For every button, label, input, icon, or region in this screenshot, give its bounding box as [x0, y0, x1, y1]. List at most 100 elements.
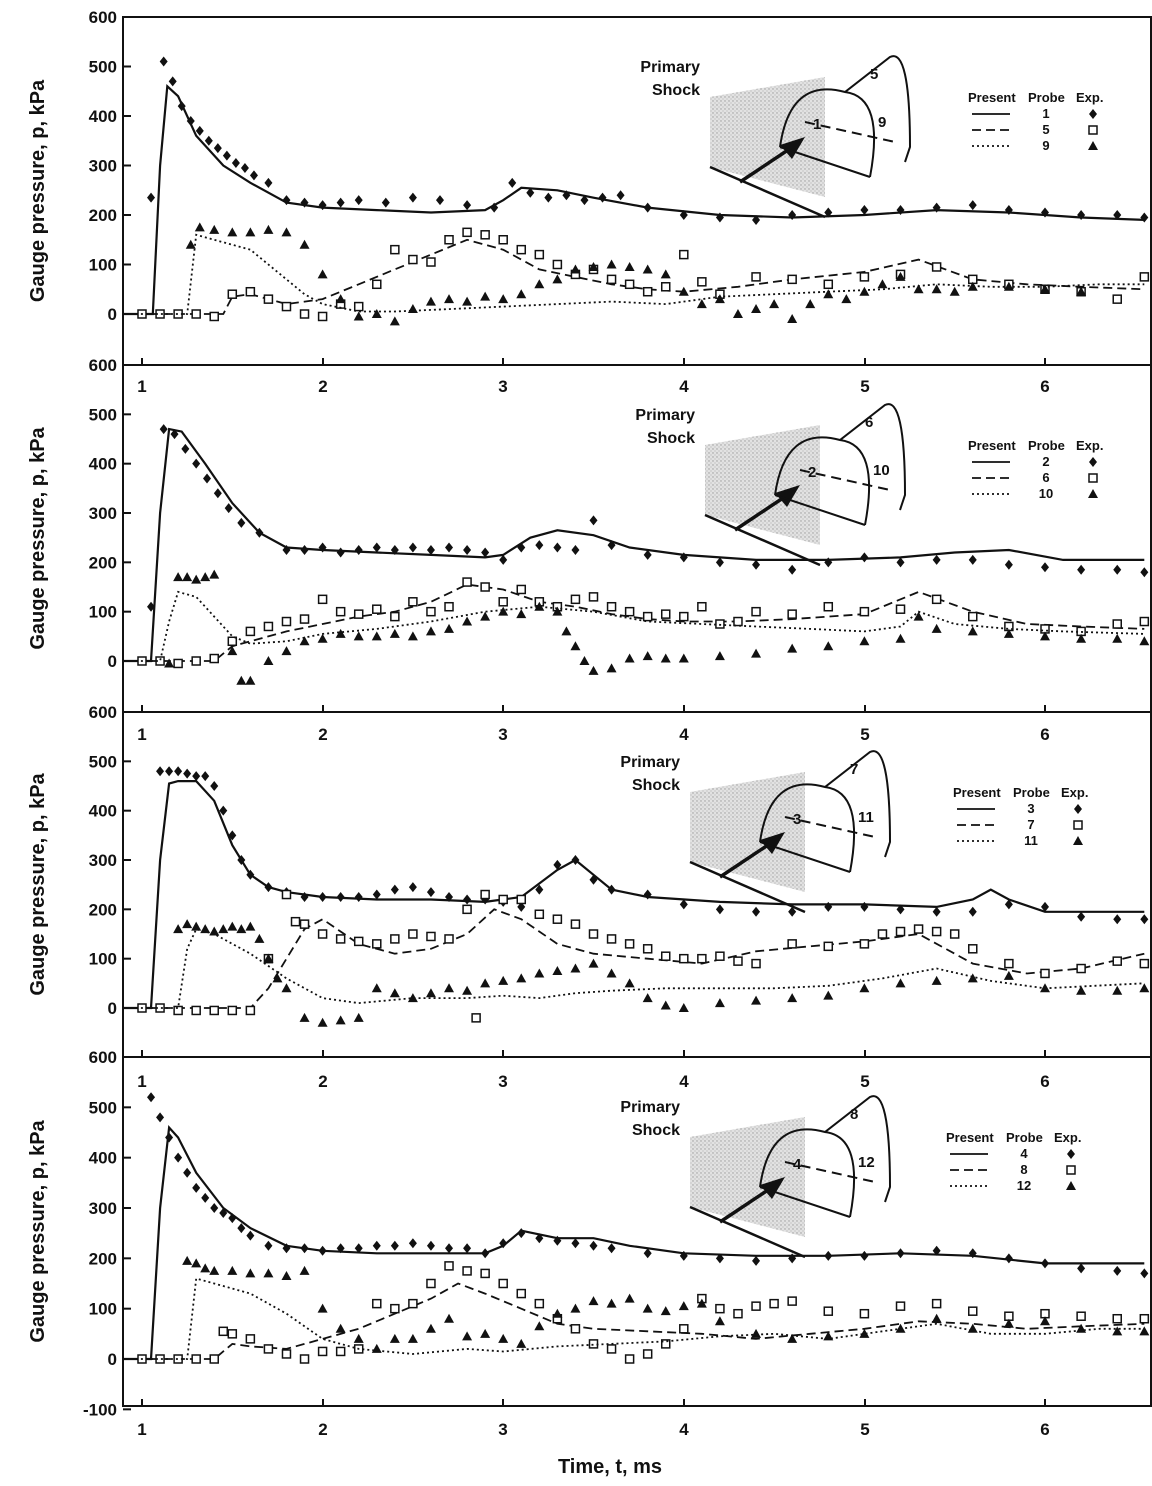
y-tick-label: 500	[89, 58, 117, 77]
exp-point-probe-9	[389, 316, 400, 326]
exp-point-probe-3	[237, 855, 246, 865]
legend-probe: 3	[1027, 801, 1034, 816]
exp-point-probe-8	[480, 1268, 490, 1279]
exp-point-probe-11	[967, 973, 978, 983]
exp-point-probe-4	[174, 1152, 183, 1163]
exp-point-probe-5	[552, 259, 563, 270]
structure-front-arc	[844, 91, 876, 178]
exp-point-probe-4	[210, 1203, 219, 1213]
exp-point-probe-4	[679, 1250, 688, 1261]
exp-point-probe-11	[1040, 983, 1050, 993]
exp-point-probe-9	[353, 311, 364, 321]
exp-point-probe-2	[571, 545, 580, 555]
exp-point-probe-4	[553, 1235, 562, 1246]
x-tick-label: 5	[860, 377, 869, 396]
exp-point-probe-10	[444, 623, 455, 633]
exp-point-probe-3	[860, 901, 869, 912]
exp-point-probe-11	[823, 990, 834, 1000]
exp-point-probe-9	[185, 239, 196, 249]
exp-point-probe-3	[264, 882, 273, 893]
exp-point-probe-3	[535, 884, 544, 895]
exp-point-probe-3	[165, 766, 174, 777]
exp-point-probe-2	[1041, 562, 1049, 573]
exp-point-probe-10	[498, 606, 509, 616]
primary-shock-region	[690, 1117, 805, 1237]
exp-point-probe-11	[931, 975, 942, 985]
x-axis-title: Time, t, ms	[558, 1456, 662, 1478]
x-tick-label: 4	[679, 725, 689, 744]
legend-probe: 5	[1042, 122, 1049, 137]
exp-point-probe-4	[1140, 1268, 1149, 1279]
x-tick-label: 3	[498, 1420, 507, 1439]
exp-point-probe-2	[752, 559, 761, 570]
exp-point-probe-3	[408, 882, 417, 893]
exp-point-probe-12	[245, 1268, 256, 1278]
exp-point-probe-1	[1140, 212, 1149, 223]
exp-point-probe-9	[606, 259, 617, 269]
exp-point-probe-10	[164, 658, 175, 668]
exp-point-probe-9	[787, 313, 798, 323]
exp-point-probe-1	[1041, 207, 1049, 218]
inset-label-primary: Primary	[620, 1099, 680, 1116]
exp-point-probe-3	[932, 906, 941, 917]
exp-point-probe-6	[317, 594, 328, 605]
exp-point-probe-10	[787, 643, 798, 653]
exp-point-probe-12	[678, 1301, 689, 1311]
exp-point-probe-10	[624, 653, 635, 663]
exp-point-probe-9	[245, 227, 256, 237]
exp-point-probe-7	[245, 1005, 256, 1016]
y-tick-label: 600	[89, 8, 117, 27]
exp-point-probe-5	[624, 279, 635, 290]
exp-point-probe-5	[1112, 294, 1122, 304]
legend-header: Exp.	[1076, 438, 1103, 453]
exp-point-probe-3	[156, 766, 165, 777]
exp-point-probe-10	[182, 572, 193, 582]
inset-label-shock: Shock	[647, 430, 695, 447]
exp-point-probe-8	[263, 1344, 274, 1354]
probe-label: 3	[793, 811, 801, 828]
exp-point-probe-12	[588, 1296, 599, 1306]
legend-probe: 8	[1020, 1162, 1027, 1177]
exp-point-probe-9	[660, 269, 671, 279]
legend-probe: 7	[1027, 817, 1034, 832]
exp-point-probe-3	[553, 859, 562, 870]
exp-point-probe-5	[444, 235, 454, 245]
exp-point-probe-7	[290, 916, 301, 927]
exp-point-probe-7	[209, 1005, 219, 1016]
exp-point-probe-3	[219, 805, 228, 816]
series-line-probe-2	[123, 427, 1145, 663]
exp-point-probe-1	[562, 190, 571, 201]
exp-point-probe-12	[444, 1313, 455, 1323]
legend-marker	[1073, 836, 1083, 845]
exp-point-probe-9	[570, 264, 581, 274]
exp-point-probe-5	[245, 286, 256, 297]
exp-point-probe-4	[426, 1240, 435, 1251]
exp-point-probe-5	[660, 282, 671, 292]
structure-outline	[774, 403, 907, 511]
exp-point-probe-3	[174, 766, 183, 777]
exp-point-probe-10	[534, 601, 545, 611]
exp-point-probe-7	[859, 939, 870, 949]
y-tick-label: 0	[108, 1350, 117, 1369]
exp-point-probe-10	[913, 611, 924, 621]
exp-point-probe-7	[471, 1013, 481, 1023]
exp-point-probe-2	[553, 542, 562, 553]
exp-point-probe-6	[263, 621, 274, 632]
exp-point-probe-12	[1040, 1316, 1050, 1326]
exp-point-probe-9	[913, 284, 924, 294]
exp-point-probe-3	[968, 906, 977, 917]
exp-point-probe-6	[823, 601, 834, 612]
probe-label: 1	[813, 116, 821, 133]
exp-point-probe-7	[552, 914, 563, 924]
exp-point-probe-7	[372, 939, 382, 949]
structure-front-arc	[824, 1131, 856, 1218]
exp-point-probe-9	[299, 239, 310, 249]
exp-point-probe-10	[895, 633, 906, 643]
y-tick-label: 0	[108, 305, 117, 324]
structure-base	[759, 1186, 851, 1218]
exp-point-probe-11	[299, 1012, 310, 1022]
exp-point-probe-3	[201, 771, 210, 782]
exp-point-probe-1	[824, 207, 833, 218]
exp-point-probe-4	[463, 1243, 472, 1254]
exp-point-probe-6	[281, 616, 292, 627]
